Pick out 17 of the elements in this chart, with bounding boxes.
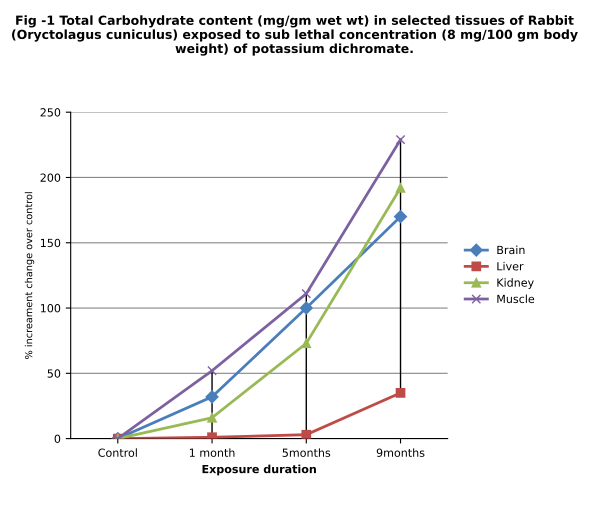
x-tick-label: Control <box>98 448 137 457</box>
legend-label: Brain <box>497 246 524 254</box>
y-axis-title: % increament change over control <box>24 192 34 359</box>
chart-title: Fig -1 Total Carbohydrate content (mg/gm wet wt) in selected tissues of Rabbit (Oryctolagus cuniculus) exposed to sub lethal concentration (8 mg/100 gm body weight) of potassium dichromate. <box>12 15 578 56</box>
y-tick-label: 100 <box>40 304 60 312</box>
legend-label: Liver <box>497 262 524 270</box>
x-tick-label: 5months <box>282 448 330 457</box>
y-tick-label: 150 <box>40 238 60 248</box>
y-tick-label: 250 <box>40 108 60 117</box>
legend-label: Muscle <box>497 294 534 304</box>
x-tick-label: 9months <box>376 448 424 457</box>
x-tick-label: 1 month <box>190 448 234 457</box>
y-tick-label: 0 <box>54 434 60 443</box>
x-axis-title: Exposure duration <box>202 464 316 476</box>
y-tick-label: 50 <box>48 369 60 378</box>
y-tick-label: 200 <box>40 173 60 182</box>
legend-label: Kidney <box>497 278 534 289</box>
